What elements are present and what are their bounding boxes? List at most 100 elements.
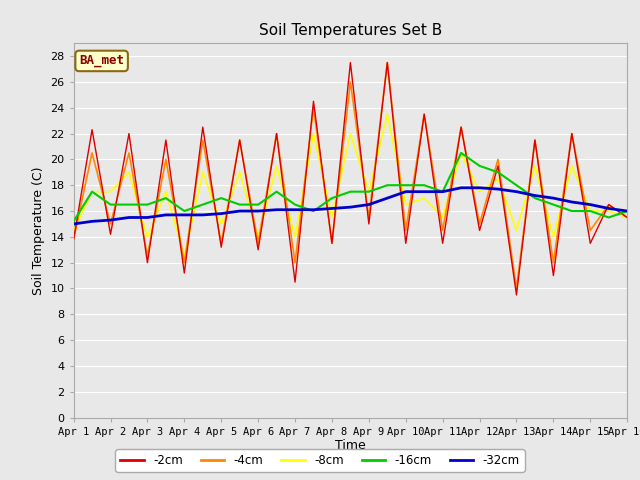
-8cm: [254, 234, 262, 240]
-8cm: [476, 189, 483, 194]
-4cm: [586, 228, 594, 233]
-2cm: [420, 111, 428, 117]
-4cm: [513, 286, 520, 291]
-8cm: [107, 189, 115, 194]
-4cm: [199, 137, 207, 143]
-32cm: [623, 208, 631, 214]
-8cm: [199, 169, 207, 175]
-16cm: [568, 208, 576, 214]
-32cm: [605, 205, 612, 211]
-32cm: [457, 185, 465, 191]
-8cm: [328, 215, 336, 220]
X-axis label: Time: Time: [335, 439, 366, 453]
-4cm: [605, 202, 612, 207]
-32cm: [254, 208, 262, 214]
-16cm: [107, 202, 115, 207]
-16cm: [143, 202, 151, 207]
-16cm: [273, 189, 280, 194]
-8cm: [273, 163, 280, 169]
-32cm: [586, 202, 594, 207]
-16cm: [513, 182, 520, 188]
-8cm: [88, 189, 96, 194]
-8cm: [383, 111, 391, 117]
-16cm: [218, 195, 225, 201]
-4cm: [180, 260, 188, 265]
-2cm: [365, 221, 372, 227]
-32cm: [347, 204, 355, 210]
-2cm: [273, 131, 280, 136]
Line: -2cm: -2cm: [74, 62, 627, 295]
-4cm: [347, 79, 355, 85]
-4cm: [236, 137, 244, 143]
-4cm: [125, 150, 133, 156]
-2cm: [531, 137, 539, 143]
-16cm: [125, 202, 133, 207]
-32cm: [568, 199, 576, 205]
-32cm: [180, 212, 188, 218]
-4cm: [291, 260, 299, 265]
-2cm: [383, 60, 391, 65]
-16cm: [88, 189, 96, 194]
-2cm: [310, 98, 317, 104]
-4cm: [162, 156, 170, 162]
-32cm: [88, 218, 96, 224]
-16cm: [420, 182, 428, 188]
-16cm: [180, 208, 188, 214]
-32cm: [365, 202, 372, 207]
-16cm: [623, 208, 631, 214]
-2cm: [605, 202, 612, 207]
-8cm: [568, 163, 576, 169]
-32cm: [550, 195, 557, 201]
-32cm: [328, 205, 336, 211]
-16cm: [383, 182, 391, 188]
-2cm: [125, 131, 133, 136]
-4cm: [531, 137, 539, 143]
-4cm: [494, 156, 502, 162]
-8cm: [513, 228, 520, 233]
-2cm: [291, 279, 299, 285]
-2cm: [568, 131, 576, 136]
-32cm: [162, 212, 170, 218]
-8cm: [623, 215, 631, 220]
-16cm: [402, 182, 410, 188]
-2cm: [70, 237, 77, 242]
-32cm: [273, 207, 280, 213]
-16cm: [254, 202, 262, 207]
-4cm: [143, 253, 151, 259]
-4cm: [273, 131, 280, 136]
-4cm: [365, 215, 372, 220]
-8cm: [310, 131, 317, 136]
-2cm: [402, 240, 410, 246]
-8cm: [347, 131, 355, 136]
-2cm: [162, 137, 170, 143]
-2cm: [180, 270, 188, 276]
Line: -32cm: -32cm: [74, 188, 627, 224]
-32cm: [310, 207, 317, 213]
Text: BA_met: BA_met: [79, 54, 124, 67]
Line: -16cm: -16cm: [74, 153, 627, 221]
-4cm: [218, 240, 225, 246]
-4cm: [328, 240, 336, 246]
-4cm: [383, 60, 391, 65]
-2cm: [513, 292, 520, 298]
-32cm: [439, 189, 447, 194]
-8cm: [291, 234, 299, 240]
-2cm: [218, 244, 225, 250]
-16cm: [199, 202, 207, 207]
-16cm: [236, 202, 244, 207]
-8cm: [531, 163, 539, 169]
Line: -8cm: -8cm: [74, 114, 627, 256]
-8cm: [586, 208, 594, 214]
-4cm: [402, 228, 410, 233]
-4cm: [420, 111, 428, 117]
-8cm: [125, 169, 133, 175]
-32cm: [107, 217, 115, 223]
-16cm: [70, 218, 77, 224]
-2cm: [254, 247, 262, 252]
-8cm: [420, 195, 428, 201]
-8cm: [218, 221, 225, 227]
-4cm: [88, 150, 96, 156]
-2cm: [494, 163, 502, 169]
-4cm: [70, 237, 77, 242]
-4cm: [550, 260, 557, 265]
